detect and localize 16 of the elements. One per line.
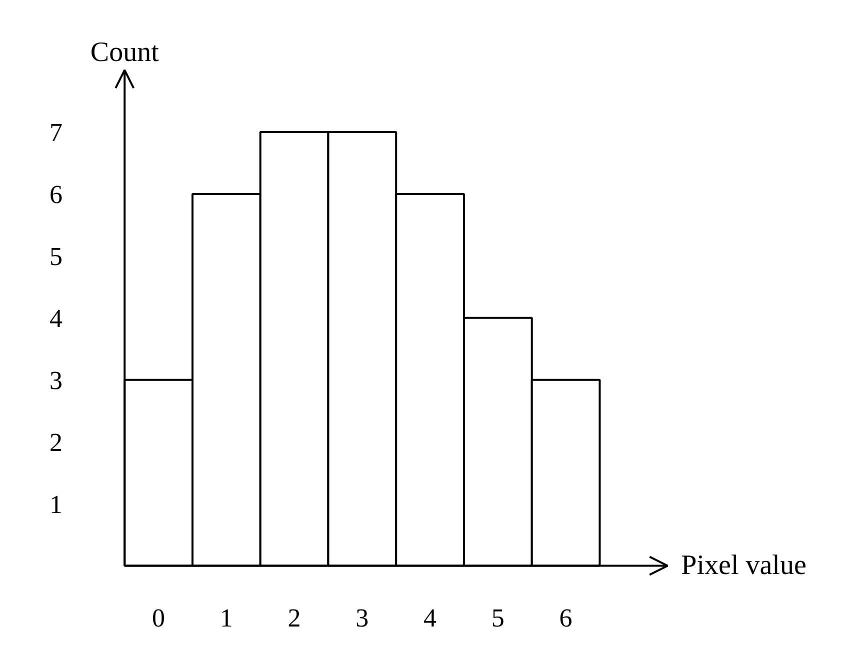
x-tick-label: 4 bbox=[424, 604, 437, 632]
y-tick-label: 1 bbox=[50, 490, 62, 519]
y-tick-label: 2 bbox=[50, 428, 62, 457]
x-axis-title: Pixel value bbox=[681, 550, 806, 582]
y-axis-title: Count bbox=[90, 37, 160, 68]
y-tick-label: 3 bbox=[50, 366, 62, 395]
x-tick-label: 2 bbox=[288, 604, 301, 632]
y-tick-label: 4 bbox=[50, 304, 62, 333]
x-tick-label: 5 bbox=[491, 604, 504, 632]
x-tick-label: 3 bbox=[356, 604, 369, 632]
y-tick-label: 6 bbox=[50, 180, 62, 209]
x-tick-label: 0 bbox=[152, 604, 166, 632]
y-tick-label: 7 bbox=[50, 118, 62, 148]
y-tick-label: 5 bbox=[50, 242, 62, 271]
x-tick-label: 6 bbox=[559, 604, 572, 632]
x-tick-label: 1 bbox=[220, 604, 233, 632]
